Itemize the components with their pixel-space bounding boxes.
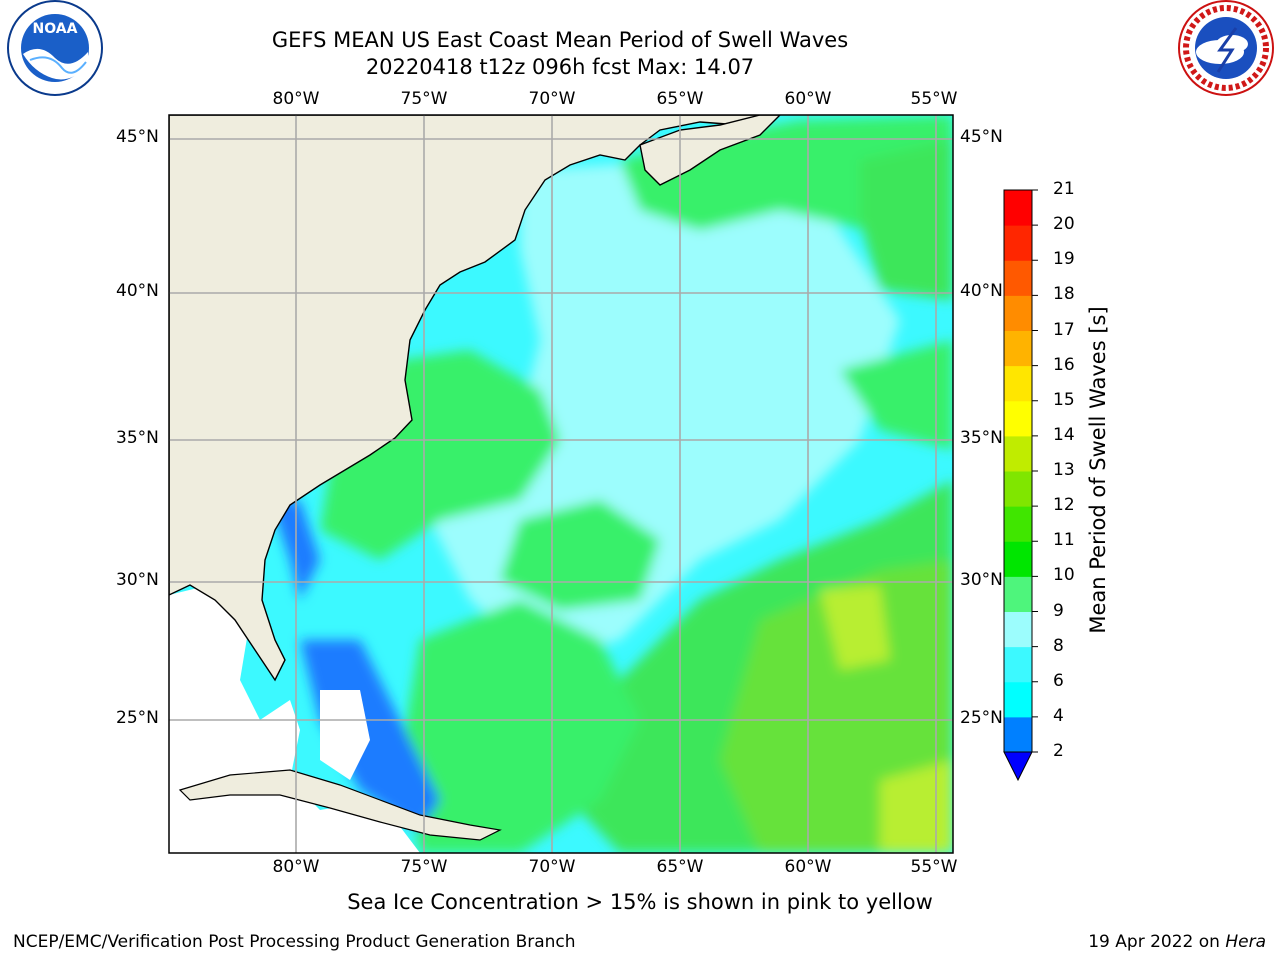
lon-label-bottom: 75°W [400, 857, 448, 877]
lon-label-bottom: 55°W [910, 857, 958, 877]
colorbar-swatch [1004, 260, 1032, 296]
colorbar-swatch [1004, 506, 1032, 542]
chart-title-line1: GEFS MEAN US East Coast Mean Period of S… [271, 28, 849, 52]
colorbar-swatch [1004, 400, 1032, 437]
colorbar-tick-label: 9 [1053, 600, 1064, 621]
lon-label-bottom: 60°W [784, 857, 832, 877]
lon-label-top: 65°W [656, 89, 704, 109]
lon-label-top: 70°W [528, 89, 576, 109]
colorbar-tick-label: 20 [1053, 214, 1075, 235]
lon-label-top: 60°W [784, 89, 832, 109]
svg-text:NOAA: NOAA [33, 21, 78, 37]
colorbar-tick-label: 18 [1053, 284, 1075, 305]
colorbar-tick-label: 19 [1053, 249, 1075, 270]
colorbar-tick-label: 8 [1053, 635, 1064, 656]
footer-date-text: 19 Apr 2022 on [1088, 932, 1220, 952]
colorbar-title: Mean Period of Swell Waves [s] [1086, 306, 1110, 634]
lat-label-left: 40°N [116, 281, 159, 301]
colorbar-swatch [1004, 365, 1032, 402]
footer-credit: NCEP/EMC/Verification Post Processing Pr… [13, 932, 576, 952]
graticule [169, 115, 953, 853]
colorbar-tick-label: 10 [1053, 565, 1075, 586]
lon-label-top: 80°W [272, 89, 320, 109]
lat-label-left: 35°N [116, 428, 159, 448]
colorbar-swatch [1004, 611, 1032, 648]
map-frame [168, 114, 954, 854]
colorbar-tick-label: 2 [1053, 741, 1064, 761]
colorbar-swatch [1004, 190, 1032, 226]
lon-label-bottom: 65°W [656, 857, 704, 877]
colorbar-swatch [1004, 646, 1032, 683]
colorbar-swatch [1004, 330, 1032, 367]
colorbar-swatch [1004, 716, 1032, 753]
map-canvas [169, 115, 953, 853]
colorbar-tick-label: 17 [1053, 319, 1075, 340]
lat-label-right: 40°N [960, 281, 1003, 301]
colorbar-swatch [1004, 541, 1032, 577]
colorbar-tick-label: 11 [1053, 530, 1075, 551]
colorbar-swatch [1004, 295, 1032, 331]
lat-label-right: 35°N [960, 428, 1003, 448]
colorbar-swatch [1004, 435, 1032, 472]
colorbar-swatch [1004, 225, 1032, 261]
colorbar-tick-label: 14 [1053, 424, 1075, 445]
colorbar-tick-label: 21 [1053, 179, 1075, 199]
colorbar [1003, 189, 1038, 782]
colorbar-swatch [1004, 681, 1032, 718]
lat-label-left: 45°N [116, 127, 159, 147]
colorbar-tick-label: 16 [1053, 354, 1075, 375]
colorbar-extension [1003, 751, 1033, 782]
lon-label-top: 75°W [400, 89, 448, 109]
colorbar-swatch [1004, 576, 1032, 612]
sea-ice-note: Sea Ice Concentration > 15% is shown in … [347, 890, 933, 914]
lat-label-left: 30°N [116, 570, 159, 590]
lat-label-right: 45°N [960, 127, 1003, 147]
colorbar-tick-label: 15 [1053, 389, 1075, 410]
nws-logo [1178, 0, 1274, 96]
colorbar-swatch [1004, 471, 1032, 507]
colorbar-tick-label: 6 [1053, 670, 1064, 691]
colorbar-tick-label: 13 [1053, 460, 1075, 480]
chart-title-line2: 20220418 t12z 096h fcst Max: 14.07 [365, 55, 755, 79]
noaa-logo: NOAA [7, 0, 103, 96]
footer-date: 19 Apr 2022 on Hera [1088, 932, 1266, 952]
colorbar-tick-label: 4 [1053, 705, 1064, 726]
lon-label-bottom: 70°W [528, 857, 576, 877]
lat-label-right: 30°N [960, 570, 1003, 590]
footer-machine: Hera [1225, 932, 1266, 952]
lat-label-left: 25°N [116, 708, 159, 728]
colorbar-tick-label: 12 [1053, 495, 1075, 516]
lon-label-bottom: 80°W [272, 857, 320, 877]
lat-label-right: 25°N [960, 708, 1003, 728]
lon-label-top: 55°W [910, 89, 958, 109]
